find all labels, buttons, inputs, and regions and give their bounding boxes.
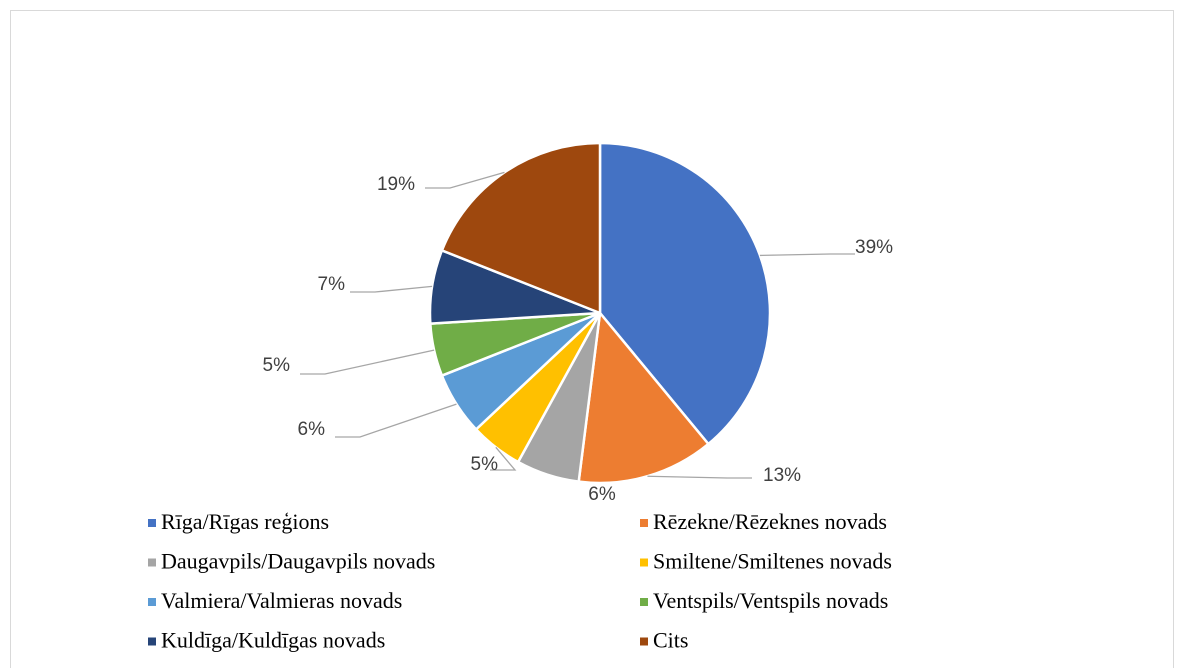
pie-slice bbox=[577, 309, 711, 485]
data-label: 7% bbox=[318, 274, 346, 295]
leader-line bbox=[647, 475, 752, 479]
legend-label: Daugavpils/Daugavpils novads bbox=[161, 549, 435, 574]
leader-line bbox=[335, 403, 457, 438]
legend-swatch bbox=[148, 598, 156, 606]
data-label: 19% bbox=[377, 174, 415, 195]
legend-label: Valmiera/Valmieras novads bbox=[161, 588, 402, 613]
data-label: 39% bbox=[855, 237, 893, 258]
legend-swatch bbox=[148, 558, 156, 567]
legend-swatch bbox=[640, 637, 648, 646]
legend-label: Cits bbox=[653, 628, 688, 653]
leader-line bbox=[490, 446, 517, 471]
data-label: 5% bbox=[471, 454, 499, 475]
legend-swatch bbox=[148, 637, 156, 646]
data-label: 6% bbox=[588, 484, 616, 505]
legend-label: Kuldīga/Kuldīgas novads bbox=[161, 628, 385, 653]
data-label: 13% bbox=[763, 465, 801, 486]
data-label: 6% bbox=[298, 419, 326, 440]
legend-swatch bbox=[640, 598, 648, 606]
legend-label: Ventspils/Ventspils novads bbox=[653, 588, 888, 613]
legend-swatch bbox=[640, 519, 648, 527]
leader-line bbox=[350, 285, 433, 293]
leader-line bbox=[759, 253, 855, 257]
legend-label: Rēzekne/Rēzeknes novads bbox=[653, 509, 887, 534]
pie-slice bbox=[598, 141, 772, 446]
legend-swatch bbox=[640, 558, 648, 567]
legend-label: Rīga/Rīgas reģions bbox=[161, 509, 329, 534]
data-label: 5% bbox=[263, 355, 291, 376]
legend-swatch bbox=[148, 519, 156, 527]
pie-slice bbox=[440, 141, 602, 315]
leader-line bbox=[425, 171, 505, 189]
legend-label: Smiltene/Smiltenes novads bbox=[653, 549, 892, 574]
leader-line bbox=[300, 349, 435, 375]
